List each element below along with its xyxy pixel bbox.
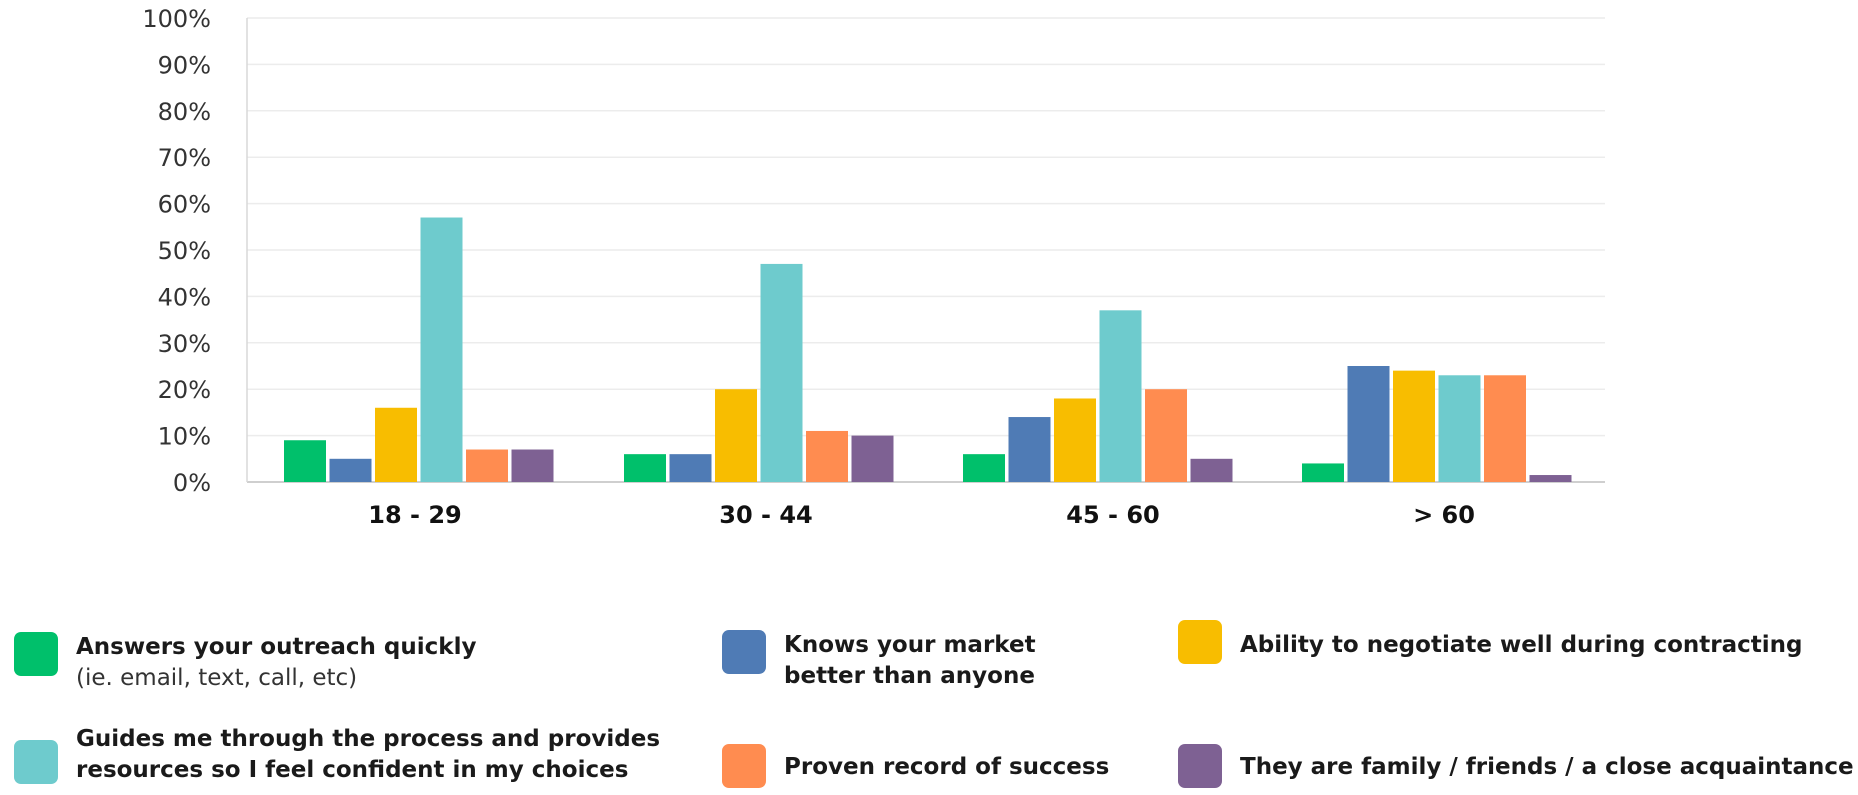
bar <box>1054 398 1096 482</box>
x-axis-ticks: 18 - 29 30 - 44 45 - 60 > 60 <box>368 501 1475 529</box>
bar <box>1529 475 1572 482</box>
legend-sublabel: (ie. email, text, call, etc) <box>76 665 358 691</box>
legend-swatch <box>1178 744 1222 788</box>
y-tick-label: 70% <box>158 144 211 172</box>
legend-swatch <box>722 630 766 674</box>
bar <box>420 217 463 482</box>
y-tick-label: 10% <box>158 423 211 451</box>
legend-label-line2: resources so I feel confident in my choi… <box>76 757 629 783</box>
bar <box>1190 458 1233 482</box>
legend-label: They are family / friends / a close acqu… <box>1240 754 1854 780</box>
bar <box>1393 370 1435 482</box>
bar-chart: 0% 10% 20% 30% 40% 50% 60% 70% 80% 90% 100% 18 - 2… <box>142 5 1605 529</box>
legend-swatch <box>722 744 766 788</box>
y-tick-label: 60% <box>158 191 211 219</box>
y-tick-label: 40% <box>158 283 211 311</box>
legend-label: Ability to negotiate well during contrac… <box>1240 632 1803 658</box>
y-tick-label: 50% <box>158 237 211 265</box>
legend-label: Guides me through the process and provid… <box>76 726 661 752</box>
legend-item-negotiate: Ability to negotiate well during contrac… <box>1178 620 1803 664</box>
bar <box>669 454 712 482</box>
x-tick-label: 45 - 60 <box>1066 501 1159 529</box>
legend-swatch <box>14 740 58 784</box>
legend: Answers your outreach quickly (ie. email… <box>0 600 1858 795</box>
bar <box>963 454 1005 482</box>
bar <box>1099 310 1142 482</box>
bar <box>375 407 417 482</box>
bar <box>760 263 803 482</box>
bar <box>329 458 372 482</box>
x-tick-label: 30 - 44 <box>719 501 812 529</box>
y-tick-label: 100% <box>142 5 211 33</box>
legend-label-line2: better than anyone <box>784 663 1035 689</box>
x-tick-label: > 60 <box>1413 501 1475 529</box>
bar <box>511 449 554 482</box>
bar <box>715 389 757 482</box>
legend-item-knows-market: Knows your market better than anyone <box>722 630 1036 692</box>
bar <box>851 435 894 482</box>
y-axis-ticks: 0% 10% 20% 30% 40% 50% 60% 70% 80% 90% 100% <box>142 5 211 497</box>
bar <box>806 430 848 482</box>
legend-item-family-friends: They are family / friends / a close acqu… <box>1178 744 1854 788</box>
bar <box>284 440 326 482</box>
legend-swatch <box>14 632 58 676</box>
gridlines <box>246 17 1605 483</box>
y-tick-label: 80% <box>158 98 211 126</box>
bar <box>1438 375 1481 482</box>
legend-label: Proven record of success <box>784 754 1110 780</box>
legend-item-proven-record: Proven record of success <box>722 744 1109 788</box>
bar <box>466 449 508 482</box>
bar <box>1347 366 1390 482</box>
y-tick-label: 20% <box>158 376 211 404</box>
bar <box>1145 389 1187 482</box>
y-tick-label: 0% <box>173 469 211 497</box>
legend-swatch <box>1178 620 1222 664</box>
bars <box>284 217 1572 482</box>
legend-label: Knows your market <box>784 632 1036 658</box>
y-tick-label: 90% <box>158 51 211 79</box>
legend-item-guides: Guides me through the process and provid… <box>14 726 660 786</box>
bar <box>1008 417 1051 482</box>
bar <box>1302 463 1344 482</box>
bar <box>1484 375 1526 482</box>
y-tick-label: 30% <box>158 330 211 358</box>
legend-label: Answers your outreach quickly <box>76 634 477 660</box>
x-tick-label: 18 - 29 <box>368 501 461 529</box>
bar <box>624 454 666 482</box>
legend-item-answers-quickly: Answers your outreach quickly (ie. email… <box>14 632 476 694</box>
